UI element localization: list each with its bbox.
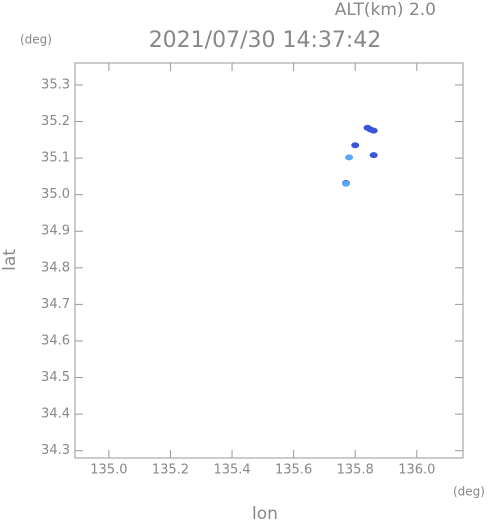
y-unit: (deg)	[20, 33, 52, 47]
echo-point	[369, 152, 378, 159]
y-tick-label: 34.8	[41, 260, 70, 275]
echo-point	[341, 180, 350, 187]
y-tick-label: 35.1	[41, 151, 70, 166]
x-tick-label: 135.6	[275, 463, 312, 478]
x-unit: (deg)	[453, 485, 485, 499]
echo-point	[369, 127, 378, 134]
y-tick-label: 34.6	[41, 333, 70, 348]
x-axis-label: lon	[252, 504, 278, 521]
chart-subtitle: ALT(km) 2.0	[335, 0, 436, 20]
x-tick-label: 135.4	[213, 463, 250, 478]
y-tick-label: 35.2	[41, 114, 70, 129]
y-tick-label: 34.5	[41, 370, 70, 385]
x-tick-label: 136.0	[398, 463, 435, 478]
y-axis-label: lat	[0, 249, 20, 271]
echo-point	[345, 154, 354, 161]
chart-title: 2021/07/30 14:37:42	[149, 28, 382, 53]
y-tick-label: 34.3	[41, 443, 70, 458]
y-tick-label: 34.9	[41, 224, 70, 239]
plot-frame	[74, 62, 464, 459]
y-tick-label: 35.0	[41, 187, 70, 202]
x-tick-label: 135.8	[337, 463, 374, 478]
x-tick-label: 135.0	[90, 463, 127, 478]
y-tick-label: 35.3	[41, 77, 70, 92]
y-tick-label: 34.7	[41, 297, 70, 312]
y-tick-label: 34.4	[41, 407, 70, 422]
x-tick-label: 135.2	[152, 463, 189, 478]
echo-point	[351, 142, 360, 149]
